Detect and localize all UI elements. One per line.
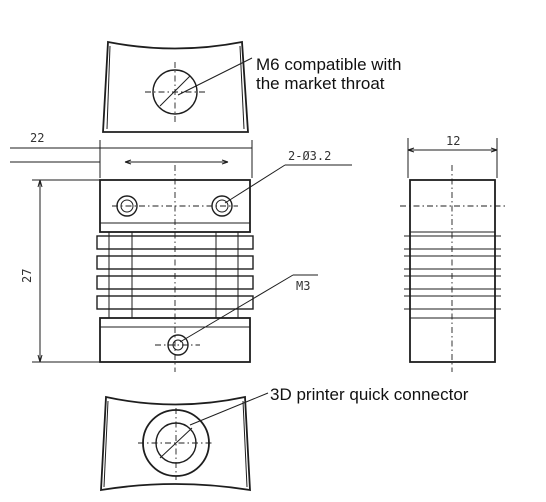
bottom-view (100, 395, 251, 492)
side-view: 12 (400, 134, 505, 372)
holes-annotation: 2-Ø3.2 (288, 149, 331, 163)
connector-annotation: 3D printer quick connector (270, 385, 469, 404)
height-dimension: 27 (20, 179, 100, 363)
top-view (102, 40, 249, 133)
m3-annotation: M3 (296, 279, 310, 293)
m6-leader (177, 57, 253, 96)
m3-leader (179, 274, 294, 343)
front-view (96, 165, 254, 372)
depth-dimension-label: 12 (446, 134, 460, 148)
m6-hole (152, 69, 198, 115)
connector-leader (189, 392, 269, 426)
m6-annotation-line1: M6 compatible with (256, 55, 402, 74)
m6-annotation-line2: the market throat (256, 74, 385, 93)
height-dimension-label: 27 (20, 269, 34, 283)
width-dimension: 22 (10, 131, 253, 178)
holes-leader (224, 164, 286, 204)
width-dimension-label: 22 (30, 131, 44, 145)
